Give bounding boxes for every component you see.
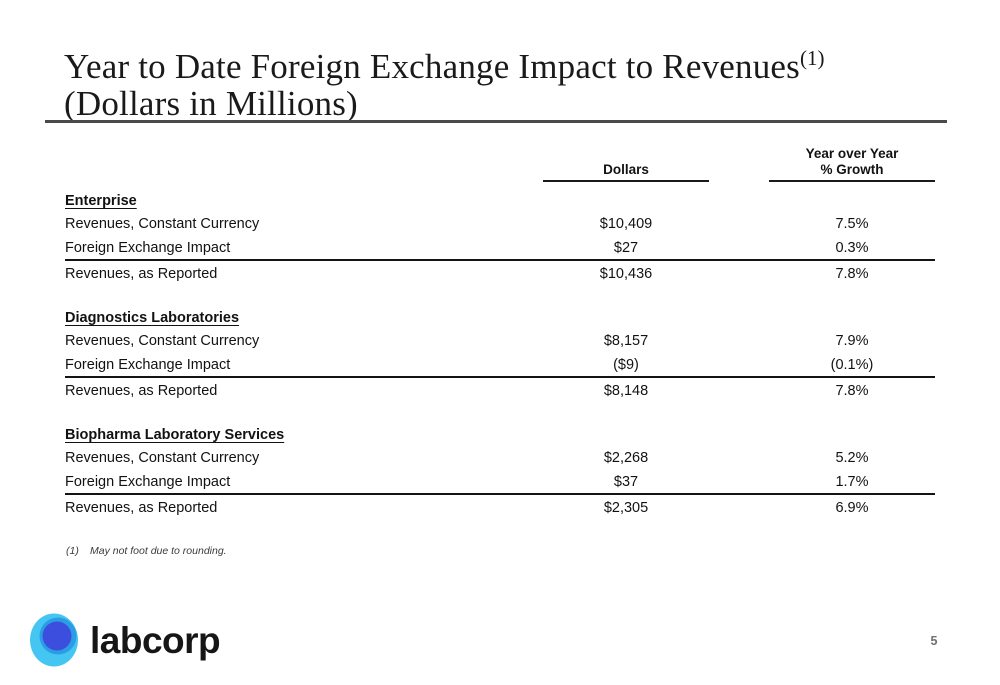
growth-value: 7.5% bbox=[835, 215, 869, 232]
dollars-value: $10,436 bbox=[599, 265, 653, 282]
fx-impact-table: Dollars Year over Year % Growth Enterpri… bbox=[65, 146, 935, 520]
growth-value: 1.7% bbox=[835, 473, 869, 490]
row-label: Foreign Exchange Impact bbox=[65, 239, 231, 256]
table-row: Revenues, as Reported $8,148 7.8% bbox=[65, 378, 935, 403]
dollars-value: $2,305 bbox=[603, 499, 649, 516]
footnote: (1) May not foot due to rounding. bbox=[66, 545, 227, 557]
table-section-enterprise: Enterprise Revenues, Constant Currency $… bbox=[65, 191, 935, 286]
growth-value: 7.8% bbox=[835, 265, 869, 282]
growth-value: 0.3% bbox=[835, 239, 869, 256]
page-number: 5 bbox=[930, 634, 938, 648]
labcorp-wordmark: labcorp bbox=[90, 619, 221, 661]
labcorp-logo-icon bbox=[30, 612, 82, 673]
table-row: Foreign Exchange Impact $27 0.3% bbox=[65, 236, 935, 261]
row-label: Revenues, Constant Currency bbox=[65, 332, 260, 349]
dollars-value: ($9) bbox=[613, 356, 639, 373]
header-gap bbox=[709, 146, 769, 182]
row-label: Revenues, Constant Currency bbox=[65, 215, 260, 232]
dollars-value: $8,148 bbox=[603, 382, 649, 399]
title-divider bbox=[45, 120, 947, 123]
footnote-text: May not foot due to rounding. bbox=[90, 545, 227, 557]
row-label: Revenues, as Reported bbox=[65, 265, 218, 282]
dollars-value: $10,409 bbox=[599, 215, 653, 232]
growth-value: 5.2% bbox=[835, 449, 869, 466]
dollars-value: $37 bbox=[613, 473, 639, 490]
row-label: Foreign Exchange Impact bbox=[65, 473, 231, 490]
title-footnote-marker: (1) bbox=[799, 46, 825, 70]
column-header-growth: Year over Year % Growth bbox=[769, 146, 935, 183]
header-spacer bbox=[65, 146, 543, 182]
section-heading: Biopharma Laboratory Services bbox=[65, 427, 285, 443]
page-title-text: Year to Date Foreign Exchange Impact to … bbox=[64, 47, 800, 86]
row-label: Revenues, as Reported bbox=[65, 499, 218, 516]
table-section-diagnostics: Diagnostics Laboratories Revenues, Const… bbox=[65, 308, 935, 403]
dollars-value: $27 bbox=[613, 239, 639, 256]
table-row: Revenues, Constant Currency $2,268 5.2% bbox=[65, 445, 935, 470]
table-row: Revenues, as Reported $10,436 7.8% bbox=[65, 261, 935, 286]
row-label: Revenues, as Reported bbox=[65, 382, 218, 399]
section-heading: Enterprise bbox=[65, 193, 137, 209]
table-section-biopharma: Biopharma Laboratory Services Revenues, … bbox=[65, 425, 935, 520]
footnote-marker: (1) bbox=[66, 545, 79, 557]
page-title: Year to Date Foreign Exchange Impact to … bbox=[64, 40, 824, 122]
table-header-row: Dollars Year over Year % Growth bbox=[65, 146, 935, 183]
row-label: Revenues, Constant Currency bbox=[65, 449, 260, 466]
growth-value: 7.9% bbox=[835, 332, 869, 349]
table-row: Revenues, Constant Currency $8,157 7.9% bbox=[65, 328, 935, 353]
dollars-value: $8,157 bbox=[603, 332, 649, 349]
column-header-dollars: Dollars bbox=[543, 146, 709, 183]
table-row: Foreign Exchange Impact ($9) (0.1%) bbox=[65, 353, 935, 378]
section-heading: Diagnostics Laboratories bbox=[65, 310, 240, 326]
page-title-line1: Year to Date Foreign Exchange Impact to … bbox=[64, 40, 824, 85]
row-label: Foreign Exchange Impact bbox=[65, 356, 231, 373]
growth-value: (0.1%) bbox=[830, 356, 874, 373]
table-row: Foreign Exchange Impact $37 1.7% bbox=[65, 470, 935, 495]
dollars-value: $2,268 bbox=[603, 449, 649, 466]
growth-value: 6.9% bbox=[835, 499, 869, 516]
page-title-line2: (Dollars in Millions) bbox=[64, 84, 358, 123]
table-row: Revenues, Constant Currency $10,409 7.5% bbox=[65, 211, 935, 236]
labcorp-logo: labcorp bbox=[30, 612, 221, 673]
table-row: Revenues, as Reported $2,305 6.9% bbox=[65, 495, 935, 520]
growth-value: 7.8% bbox=[835, 382, 869, 399]
